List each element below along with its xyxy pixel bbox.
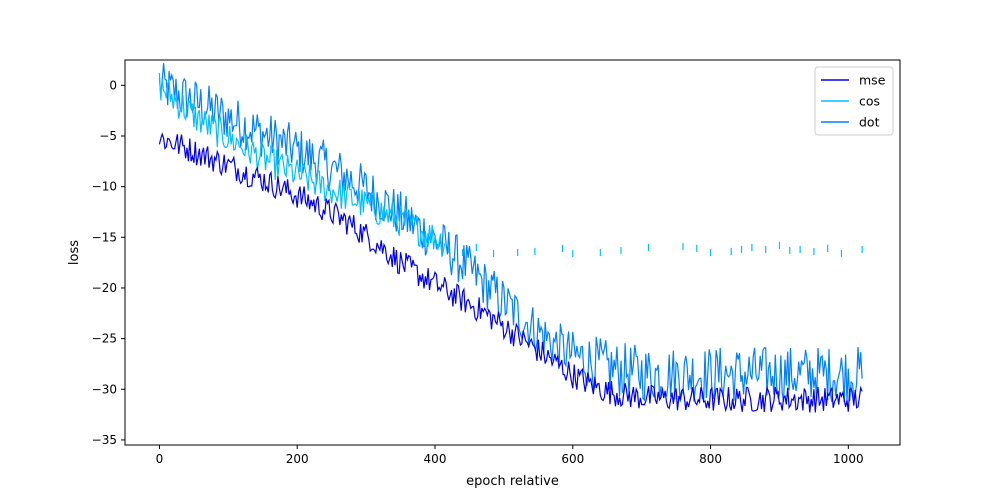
plot-lines — [158, 63, 863, 413]
legend: mse cos dot — [814, 66, 894, 136]
series-line-cos — [158, 73, 446, 257]
x-tick-label: 0 — [156, 452, 164, 466]
x-tick-label: 800 — [699, 452, 722, 466]
legend-label-mse: mse — [859, 73, 886, 88]
y-tick-label: −30 — [92, 382, 117, 396]
series-line-dot — [158, 63, 863, 403]
legend-box — [814, 66, 894, 136]
y-tick-label: −10 — [92, 180, 117, 194]
x-tick-label: 400 — [424, 452, 447, 466]
legend-label-cos: cos — [859, 94, 880, 109]
y-tick-label: −35 — [92, 433, 117, 447]
y-axis: 0 −5 −10 −15 −20 −25 −30 −35 — [92, 78, 125, 447]
y-tick-label: −5 — [99, 129, 117, 143]
y-tick-label: −20 — [92, 281, 117, 295]
series-line-mse — [158, 132, 863, 413]
y-tick-label: −25 — [92, 332, 117, 346]
x-axis-label: epoch relative — [466, 474, 559, 489]
legend-label-dot: dot — [859, 115, 880, 130]
plot-frame — [124, 59, 901, 446]
y-axis-label: loss — [67, 240, 82, 265]
y-tick-label: 0 — [109, 78, 117, 92]
x-tick-label: 1000 — [833, 452, 864, 466]
x-axis: 0 200 400 600 800 1000 — [156, 445, 864, 466]
y-tick-label: −15 — [92, 230, 117, 244]
x-tick-label: 600 — [561, 452, 584, 466]
x-tick-label: 200 — [286, 452, 309, 466]
